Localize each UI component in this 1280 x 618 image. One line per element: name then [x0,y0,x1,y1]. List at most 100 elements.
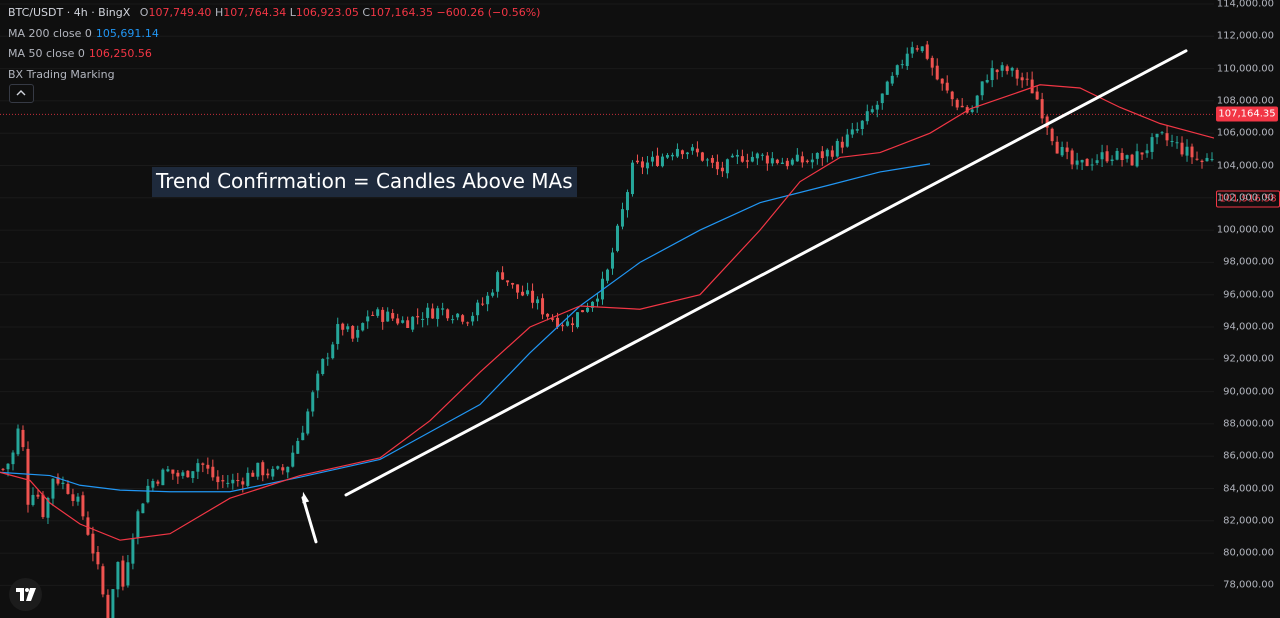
candle-body [955,99,959,108]
candle-body [376,309,380,316]
candle-body [211,466,215,478]
candle-body [1205,157,1209,162]
candle-body [101,566,105,595]
candle-body [551,318,555,320]
candle-body [1185,146,1189,156]
candle-body [625,192,629,211]
candle-body [1165,133,1169,141]
ma200-value: 105,691.14 [95,26,159,40]
candle-body [81,495,85,517]
candle-body [51,478,55,499]
candle-body [556,317,560,328]
candle-body [830,150,834,157]
candle-body [770,158,774,164]
candle-body [461,315,465,322]
candle-body [541,298,545,315]
candle-body [566,321,570,326]
candle-body [316,373,320,391]
candle-body [645,162,649,169]
candle-body [640,161,644,168]
y-tick-label: 94,000.00 [1223,321,1274,333]
chart-annotation[interactable]: Trend Confirmation = Candles Above MAs [152,167,577,197]
candle-body [261,462,265,476]
candle-body [451,319,455,321]
candle-body [1170,140,1174,142]
indicator-label: BX Trading Marking [8,67,115,81]
candle-body [1020,77,1024,81]
y-tick-label: 114,000.00 [1216,0,1274,10]
ma50-value: 106,250.56 [88,47,152,60]
candle-body [825,149,829,157]
candle-body [1125,155,1129,159]
candle-body [1085,158,1089,167]
candle-body [1140,152,1144,155]
candle-body [171,469,175,474]
candle-body [486,295,490,305]
arrow-head [302,491,310,504]
open-key: O [139,6,149,19]
candle-body [1055,141,1059,154]
candle-body [216,476,220,483]
candle-body [71,494,75,501]
y-tick-label: 98,000.00 [1223,256,1274,268]
candle-body [610,252,614,269]
symbol-label[interactable]: BTC/USDT · 4h · BingX [8,6,131,19]
candle-body [481,303,485,305]
candle-body [690,147,694,151]
candle-body [995,69,999,73]
candle-body [715,161,719,170]
candle-body [141,503,145,514]
candle-body [331,344,335,359]
candle-body [311,392,315,412]
candle-body [466,322,470,324]
candle-body [121,560,125,587]
tradingview-logo[interactable] [9,578,42,611]
candle-body [910,47,914,54]
candle-body [131,539,135,564]
candle-body [286,466,290,473]
candle-body [291,452,295,467]
candle-body [1060,146,1064,156]
candle-body [665,155,669,158]
candle-body [96,552,100,565]
candle-body [421,318,425,320]
candle-body [516,284,520,293]
candle-body [945,82,949,91]
candle-body [321,358,325,375]
candle-body [925,44,929,59]
candle-body [650,156,654,162]
ma50-line [0,84,1215,541]
candle-body [76,496,80,502]
candle-body [705,159,709,161]
candle-body [371,314,375,316]
candle-body [26,448,30,505]
candle-body [885,81,889,95]
y-tick-label: 92,000.00 [1223,353,1274,365]
candle-body [655,155,659,166]
collapse-legend-button[interactable] [9,84,34,103]
candle-body [586,307,590,312]
candle-body [790,159,794,165]
candle-body [56,477,60,484]
candle-body [1210,159,1214,161]
candle-body [496,272,500,292]
candle-body [126,562,130,586]
price-axis[interactable]: 107,164.35 101,916.58 114,000.00 112,000.… [1214,0,1280,618]
candle-body [206,464,210,469]
y-tick-label: 80,000.00 [1223,547,1274,559]
candle-body [411,316,415,330]
legend-ma200-row[interactable]: MA 200 close 0 105,691.14 [8,24,540,45]
candle-body [511,283,515,285]
candle-body [296,441,300,454]
last-price-tag: 107,164.35 [1216,106,1278,122]
candle-body [356,329,360,338]
candle-body [765,155,769,164]
candle-body [740,156,744,162]
candle-body [506,280,510,283]
legend-ma50-row[interactable]: MA 50 close 0 106,250.56 [8,44,540,65]
candle-body [915,48,919,50]
low-value: 106,923.05 [295,6,359,19]
legend-indicator-row[interactable]: BX Trading Marking [8,65,540,86]
